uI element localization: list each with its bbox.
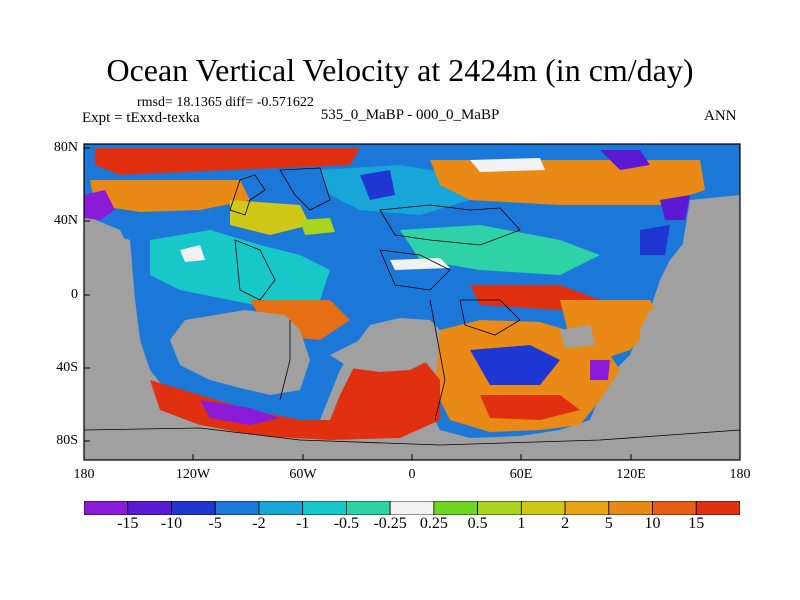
land-south-america-like <box>170 310 310 395</box>
colorbar-box <box>171 501 216 515</box>
colorbar-box <box>695 501 740 515</box>
ocean-patch-white <box>470 158 545 172</box>
ocean-patch-red <box>480 395 580 420</box>
colorbar-box <box>477 501 522 515</box>
coastline <box>429 299 446 421</box>
coastline <box>279 320 291 401</box>
lon-tick-label: 120E <box>616 467 646 482</box>
colorbar-label: 0.25 <box>419 515 448 532</box>
map-title: Ocean Vertical Velocity at 2424m (in cm/… <box>106 52 694 88</box>
colorbar-box <box>345 501 391 515</box>
lon-tick-label: 60W <box>289 467 317 482</box>
colorbar-label: 5 <box>604 515 613 532</box>
coastline <box>84 427 740 446</box>
ocean-patch-blue <box>640 225 670 255</box>
colorbar-box <box>608 501 653 515</box>
season-label: ANN <box>704 108 737 124</box>
land-islands <box>560 325 595 348</box>
ocean-patch-cyan <box>320 165 470 215</box>
land-east-continent <box>600 300 740 460</box>
land-africa-like <box>330 335 430 372</box>
colorbar-label: 2 <box>561 515 570 532</box>
land-west-continent <box>84 225 150 380</box>
land-masses <box>84 195 740 460</box>
colorbar-box <box>127 501 172 515</box>
coastline <box>234 239 276 301</box>
colorbar-box <box>520 501 566 515</box>
coastlines <box>84 167 740 446</box>
ocean-patch-yellow <box>230 200 310 235</box>
lon-tick-label: 180 <box>73 467 95 482</box>
lon-tick-label: 180 <box>729 467 751 482</box>
lon-tick-label: 120W <box>175 467 211 482</box>
lon-tick-label: 60E <box>509 467 533 482</box>
colorbar-label: -2 <box>252 515 266 532</box>
colorbar-label: -15 <box>117 515 139 532</box>
ocean-patch-green <box>300 218 335 235</box>
lat-tick-label: 0 <box>71 287 78 302</box>
colorbar-box <box>302 501 347 515</box>
colorbar-box <box>258 501 304 515</box>
comparison-label: 535_0_MaBP - 000_0_MaBP <box>320 107 500 123</box>
ocean-patch-cyan <box>400 225 600 275</box>
coastline <box>379 249 451 291</box>
ocean-patch-purple <box>200 400 280 425</box>
tick-marks <box>83 147 741 460</box>
map-field <box>84 144 740 460</box>
coastline <box>379 204 521 246</box>
colorbar-label: -1 <box>295 515 310 532</box>
colorbar <box>84 501 740 515</box>
coastline <box>459 299 521 336</box>
stats-text: rmsd= 18.1365 diff= -0.571622 <box>137 95 314 110</box>
colorbar-label: -10 <box>160 515 183 532</box>
colorbar-label: -0.5 <box>333 515 360 532</box>
lat-tick-label: 40S <box>56 360 78 375</box>
ocean-patch-white <box>180 245 205 262</box>
lat-tick-label: 40N <box>53 213 78 228</box>
colorbar-box <box>564 501 610 515</box>
coastline <box>229 174 266 216</box>
land-east-block <box>680 195 740 300</box>
colorbar-box <box>389 501 435 515</box>
ocean-patch-blue <box>360 170 395 200</box>
ocean-patch-orange <box>430 160 705 205</box>
coastline <box>279 167 331 211</box>
ocean-patch-orange <box>90 180 250 212</box>
colorbar-box <box>84 501 129 515</box>
colorbar-box <box>214 501 260 515</box>
lat-tick-label: 80S <box>56 433 78 448</box>
colorbar-label: 0.5 <box>467 515 488 532</box>
ocean-patch-purple <box>600 150 650 170</box>
lon-tick-label: 0 <box>408 467 416 482</box>
ocean-patch-red <box>95 148 360 175</box>
ocean-patch-blue <box>470 345 560 385</box>
lat-tick-label: 80N <box>53 140 78 155</box>
ocean-patch-purple <box>84 190 115 220</box>
colorbar-label: -5 <box>208 515 222 532</box>
ocean-patch-purple <box>660 195 690 220</box>
colorbar-label: 15 <box>688 515 705 532</box>
colorbar-box <box>433 501 479 515</box>
colorbar-label: -0.25 <box>373 515 407 532</box>
experiment-label: Expt = tExxd-texka <box>82 110 200 126</box>
colorbar-box <box>652 501 697 515</box>
ocean-patch-purple <box>590 360 610 380</box>
colorbar-label: 10 <box>644 515 661 532</box>
colorbar-label: 1 <box>517 515 526 532</box>
ocean-patch-white <box>390 258 450 270</box>
